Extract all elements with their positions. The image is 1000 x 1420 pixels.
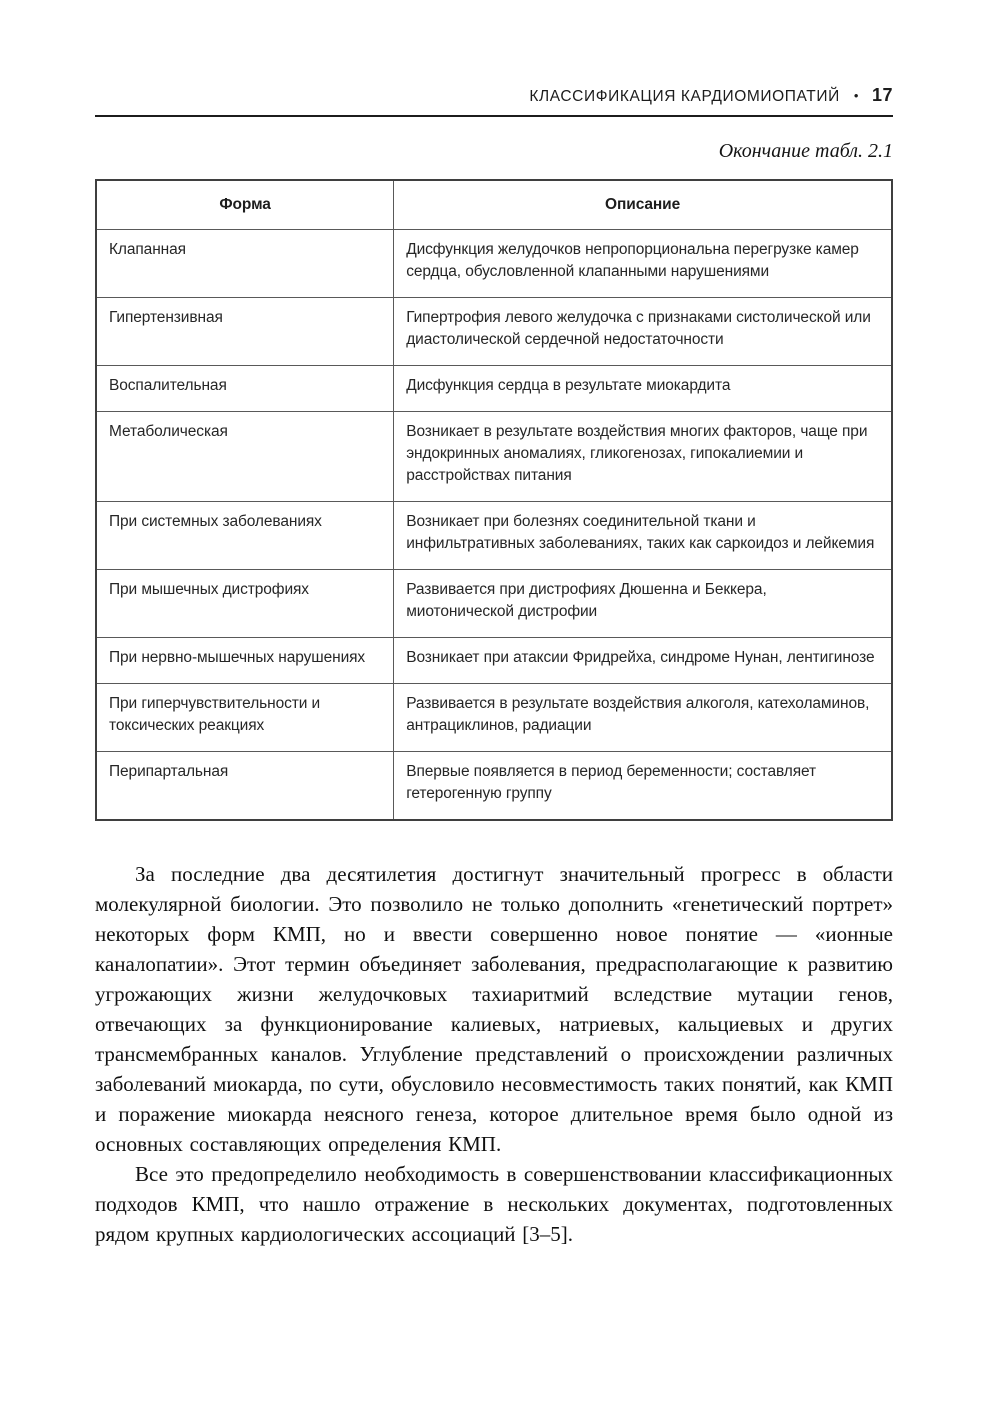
cardiomyopathy-forms-table: Форма Описание Клапанная Дисфункция желу… <box>95 178 893 821</box>
description-cell: Возникает при атаксии Фридрейха, синдром… <box>393 636 893 684</box>
bullet-separator: • <box>853 88 859 103</box>
table-row: При системных заболеваниях Возникает при… <box>95 500 893 570</box>
form-cell: Гипертензивная <box>95 296 395 366</box>
description-cell: Впервые появляется в период беременности… <box>393 750 893 820</box>
description-cell: Возникает в результате воздействия многи… <box>393 410 893 502</box>
table-caption: Окончание табл. 2.1 <box>718 139 893 162</box>
form-cell: Метаболическая <box>95 410 395 502</box>
body-text: За последние два десятилетия достигнут з… <box>95 859 893 1249</box>
description-cell: Возникает при болезнях соединительной тк… <box>393 500 893 570</box>
table-header-row: Форма Описание <box>95 179 893 230</box>
form-cell: Воспалительная <box>95 364 395 412</box>
page-number: 17 <box>871 85 893 105</box>
description-cell: Развивается при дистрофиях Дюшенна и Бек… <box>393 568 893 638</box>
form-cell: Клапанная <box>95 228 395 298</box>
table-row: Гипертензивная Гипертрофия левого желудо… <box>95 296 893 366</box>
column-header-description: Описание <box>393 179 893 230</box>
description-cell: Дисфункция желудочков непропорциональна … <box>393 228 893 298</box>
form-cell: При нервно-мышечных нарушениях <box>95 636 395 684</box>
table-row: Перипартальная Впервые появляется в пери… <box>95 750 893 820</box>
form-cell: Перипартальная <box>95 750 395 820</box>
description-cell: Гипертрофия левого желудочка с признакам… <box>393 296 893 366</box>
description-cell: Развивается в результате воздействия алк… <box>393 682 893 752</box>
paragraph: Все это предопределило необходимость в с… <box>95 1161 893 1246</box>
form-cell: При гиперчувствительности и токсических … <box>95 682 395 752</box>
form-cell: При мышечных дистрофиях <box>95 568 395 638</box>
running-title: КЛАССИФИКАЦИЯ КАРДИОМИОПАТИЙ <box>529 88 840 105</box>
table-row: Клапанная Дисфункция желудочков непропор… <box>95 228 893 298</box>
description-cell: Дисфункция сердца в результате миокардит… <box>393 364 893 412</box>
table-row: При мышечных дистрофиях Развивается при … <box>95 568 893 638</box>
column-header-form: Форма <box>95 179 395 230</box>
running-head: КЛАССИФИКАЦИЯ КАРДИОМИОПАТИЙ • 17 <box>95 86 893 117</box>
table-row: При гиперчувствительности и токсических … <box>95 682 893 752</box>
paragraph: За последние два десятилетия достигнут з… <box>95 861 893 1156</box>
table-row: При нервно-мышечных нарушениях Возникает… <box>95 636 893 684</box>
table-row: Метаболическая Возникает в результате во… <box>95 410 893 502</box>
form-cell: При системных заболеваниях <box>95 500 395 570</box>
table-row: Воспалительная Дисфункция сердца в резул… <box>95 364 893 412</box>
